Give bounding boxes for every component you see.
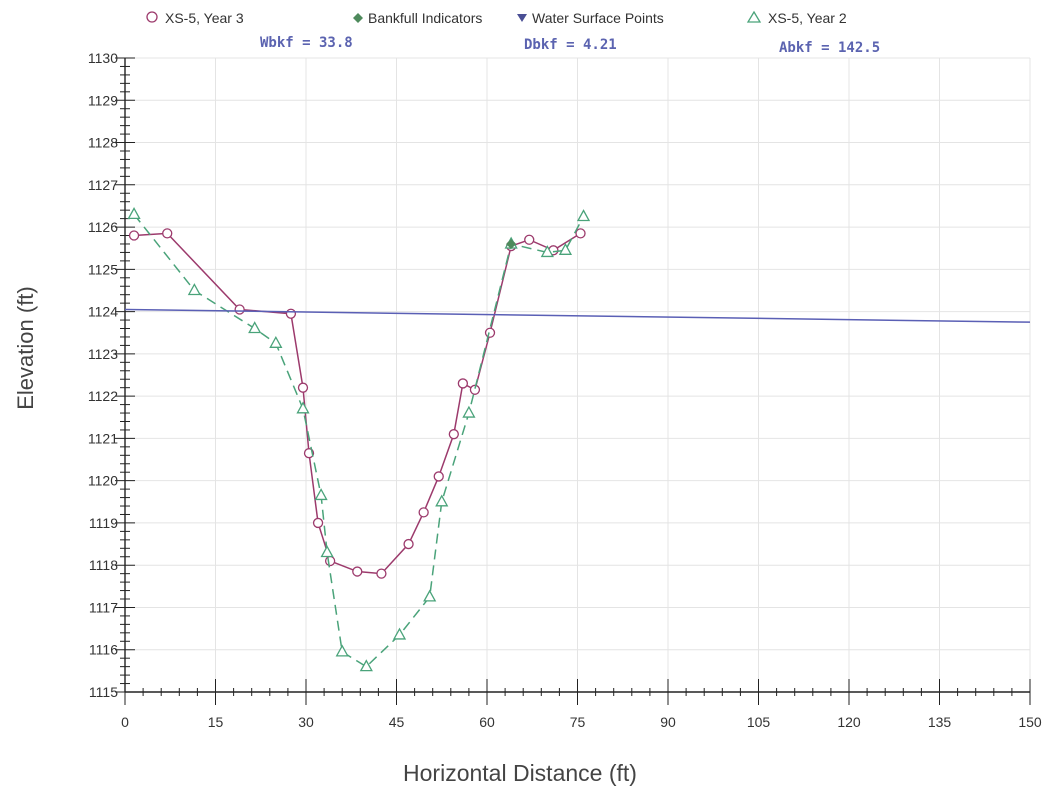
y-tick-label: 1116 — [89, 642, 118, 658]
year2-line — [133, 213, 585, 668]
x-tick-label: 120 — [837, 714, 861, 730]
y-tick-label: 1117 — [89, 599, 118, 615]
bankfull-stats: Wbkf = 33.8 Dbkf = 4.21 Abkf = 142.5 — [260, 35, 880, 56]
y-tick-label: 1120 — [88, 473, 118, 489]
year3-point — [575, 228, 586, 239]
year2-point — [576, 209, 591, 222]
year2-point — [423, 589, 437, 602]
legend-bankfull-label: Bankfull Indicators — [368, 10, 482, 26]
x-tick-label: 30 — [298, 714, 314, 730]
year3-point — [297, 382, 309, 393]
y-tick-label: 1124 — [88, 304, 118, 320]
year2-point — [296, 401, 310, 414]
year2-point — [127, 207, 141, 220]
x-tick-label: 45 — [389, 714, 405, 730]
y-tick-label: 1128 — [88, 135, 118, 151]
x-tick-label: 60 — [479, 714, 495, 730]
year3-point — [312, 517, 324, 529]
legend-year3-marker — [146, 11, 158, 23]
year2-point — [359, 659, 373, 672]
y-tick-label: 1118 — [89, 557, 118, 573]
x-tick-label: 75 — [570, 714, 586, 730]
x-tick-label: 15 — [208, 714, 224, 730]
legend-year3-label: XS-5, Year 3 — [165, 10, 244, 26]
legend-water-label: Water Surface Points — [532, 10, 664, 26]
y-tick-label: 1122 — [88, 388, 118, 404]
year2-point — [335, 644, 349, 657]
wbkf-stat: Wbkf = 33.8 — [260, 35, 353, 51]
axes: 1115 1116 1117 1118 1119 1120 1121 1122 1123 1124… — [88, 50, 1042, 730]
series — [124, 207, 1031, 672]
grid — [125, 57, 1031, 692]
x-tick-label: 150 — [1018, 714, 1042, 730]
y-tick-label: 1130 — [88, 50, 118, 66]
year2-point — [320, 545, 334, 558]
y-tick-label: 1121 — [88, 430, 118, 446]
year2-point — [540, 245, 554, 258]
year3-point — [484, 327, 496, 338]
y-tick-label: 1119 — [89, 515, 118, 531]
year3-point — [352, 566, 363, 577]
year3-point — [457, 378, 469, 389]
water-surface-line — [124, 308, 1031, 323]
dbkf-stat: Dbkf = 4.21 — [524, 37, 617, 53]
x-tick-label: 105 — [747, 714, 771, 730]
year3-point — [324, 555, 336, 567]
legend-bankfull-marker — [353, 13, 363, 23]
year3-point — [403, 538, 414, 550]
year2-point — [248, 321, 262, 334]
y-tick-label: 1115 — [89, 684, 118, 700]
x-axis-title: Horizontal Distance (ft) — [403, 760, 637, 786]
legend-year2-marker — [746, 10, 762, 23]
y-axis-title: Elevation (ft) — [13, 286, 38, 410]
year2-point — [314, 488, 328, 501]
x-tick-label: 0 — [121, 714, 129, 730]
year3-point — [448, 429, 459, 440]
year2-point — [435, 494, 449, 507]
abkf-stat: Abkf = 142.5 — [779, 40, 880, 56]
legend: XS-5, Year 3 Bankfull Indicators Water S… — [146, 10, 847, 26]
year2-point — [187, 283, 201, 296]
x-tick-label: 90 — [660, 714, 676, 730]
year3-point — [285, 308, 297, 319]
y-tick-label: 1129 — [88, 92, 118, 108]
year2-point — [462, 405, 476, 418]
year3-point — [469, 384, 481, 395]
year3-point — [418, 507, 429, 518]
year2-point — [558, 242, 573, 255]
y-tick-label: 1123 — [88, 346, 118, 362]
x-tick-label: 135 — [928, 714, 952, 730]
y-tick-label: 1125 — [88, 261, 118, 277]
legend-year2-label: XS-5, Year 2 — [768, 10, 847, 26]
bankfull-indicator-point — [506, 238, 517, 249]
year2-point — [269, 335, 283, 348]
y-tick-label: 1127 — [88, 177, 118, 193]
year3-point — [162, 228, 173, 239]
year3-point — [524, 234, 535, 245]
year3-point — [376, 568, 387, 579]
year3-point — [234, 304, 245, 315]
y-tick-label: 1126 — [88, 219, 118, 235]
year3-point — [433, 471, 444, 482]
year2-point — [392, 627, 407, 640]
year3-point — [128, 230, 140, 241]
legend-water-marker — [517, 14, 527, 22]
